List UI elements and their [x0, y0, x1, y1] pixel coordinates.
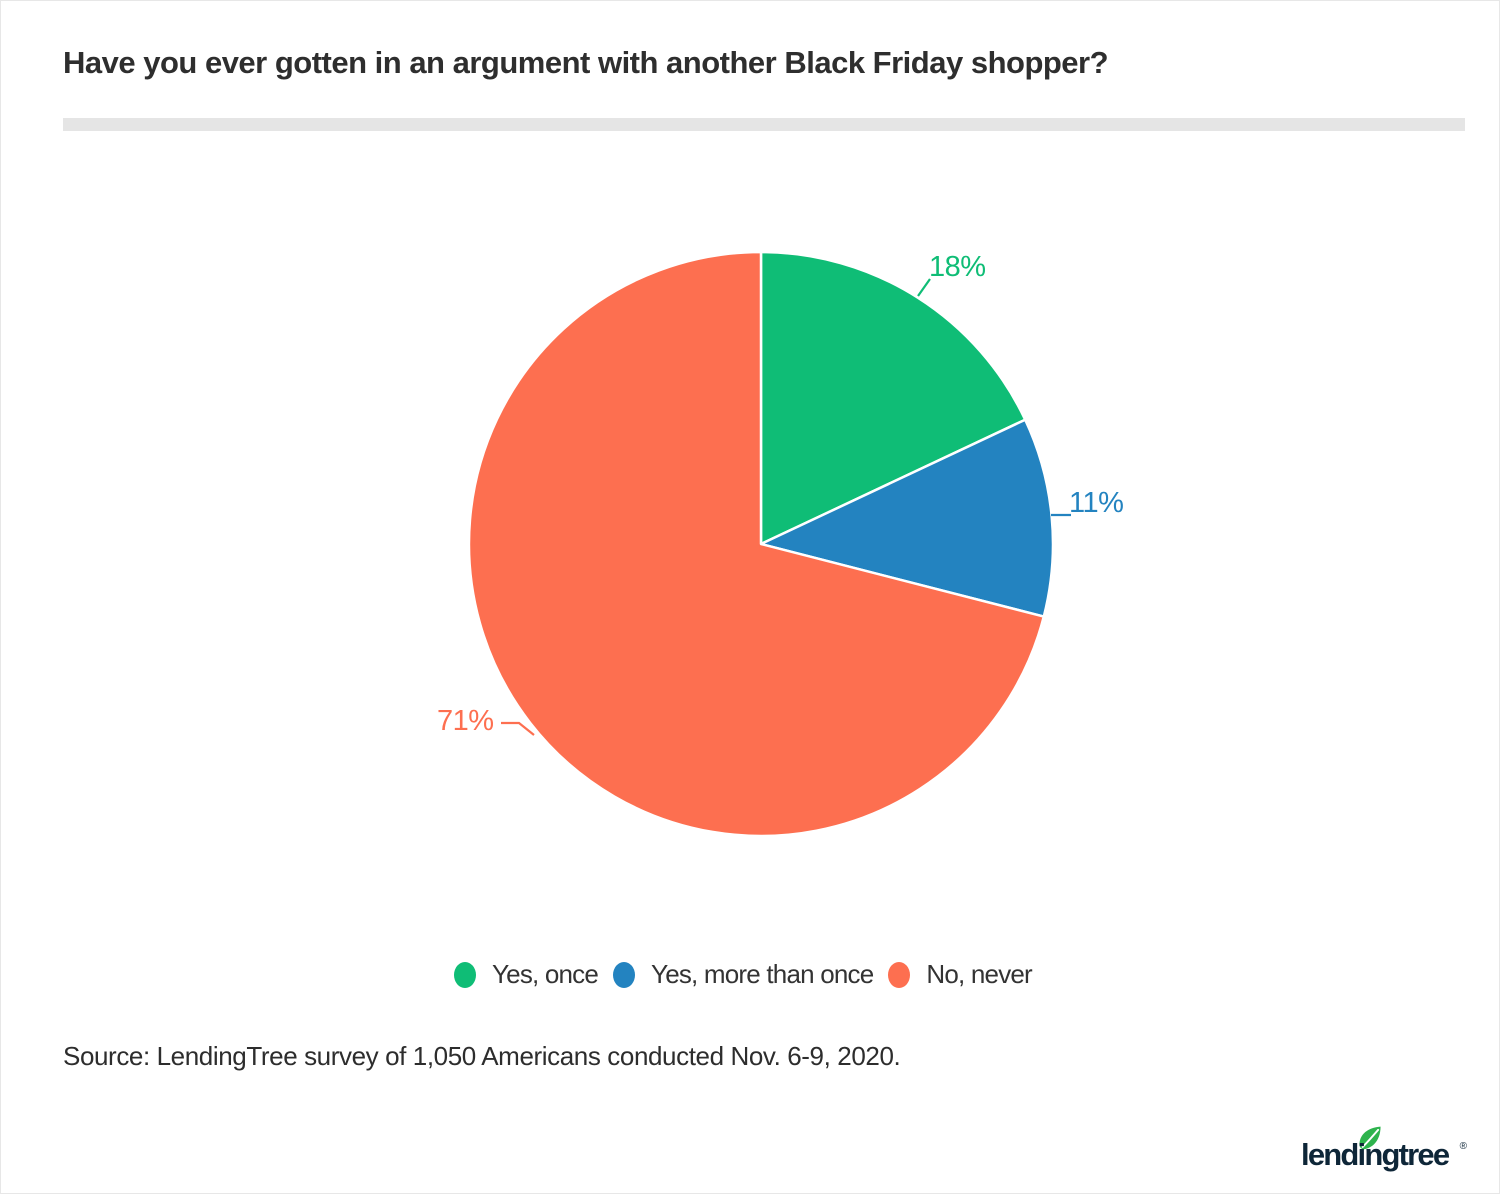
- source-note: Source: LendingTree survey of 1,050 Amer…: [63, 1041, 901, 1071]
- pie-chart: [467, 250, 1071, 838]
- legend-label-yes-once: Yes, once: [492, 959, 599, 989]
- slice-value-yes-more-than-once: 11%: [1069, 487, 1124, 519]
- legend: Yes, once Yes, more than once No, never: [454, 959, 1047, 990]
- legend-swatch-yes-more-than-once: [613, 961, 636, 988]
- lendingtree-logo: lendingtree ®: [1301, 1125, 1467, 1179]
- divider-bar: [63, 118, 1465, 131]
- connector-yes-once: [917, 278, 931, 297]
- chart-title: Have you ever gotten in an argument with…: [63, 45, 1109, 80]
- pie-slice-0: [759, 250, 1027, 546]
- slice-value-no-never: 71%: [437, 705, 494, 737]
- legend-item-yes-once: Yes, once: [454, 959, 599, 990]
- pie-slices: [467, 250, 1055, 838]
- legend-label-no-never: No, never: [926, 959, 1032, 989]
- legend-item-no-never: No, never: [888, 959, 1033, 990]
- lendingtree-wordmark: lendingtree: [1301, 1137, 1450, 1172]
- pie-slice-2: [467, 250, 1046, 838]
- leaf-icon: [1359, 1126, 1381, 1150]
- connector-no-never: [501, 721, 535, 736]
- slice-value-yes-once: 18%: [929, 251, 986, 283]
- legend-label-yes-more-than-once: Yes, more than once: [651, 959, 874, 989]
- registered-mark: ®: [1459, 1141, 1467, 1152]
- legend-swatch-yes-once: [454, 961, 476, 988]
- pie-slice-1: [759, 418, 1055, 618]
- legend-swatch-no-never: [888, 961, 911, 988]
- legend-item-yes-more-than-once: Yes, more than once: [613, 959, 874, 990]
